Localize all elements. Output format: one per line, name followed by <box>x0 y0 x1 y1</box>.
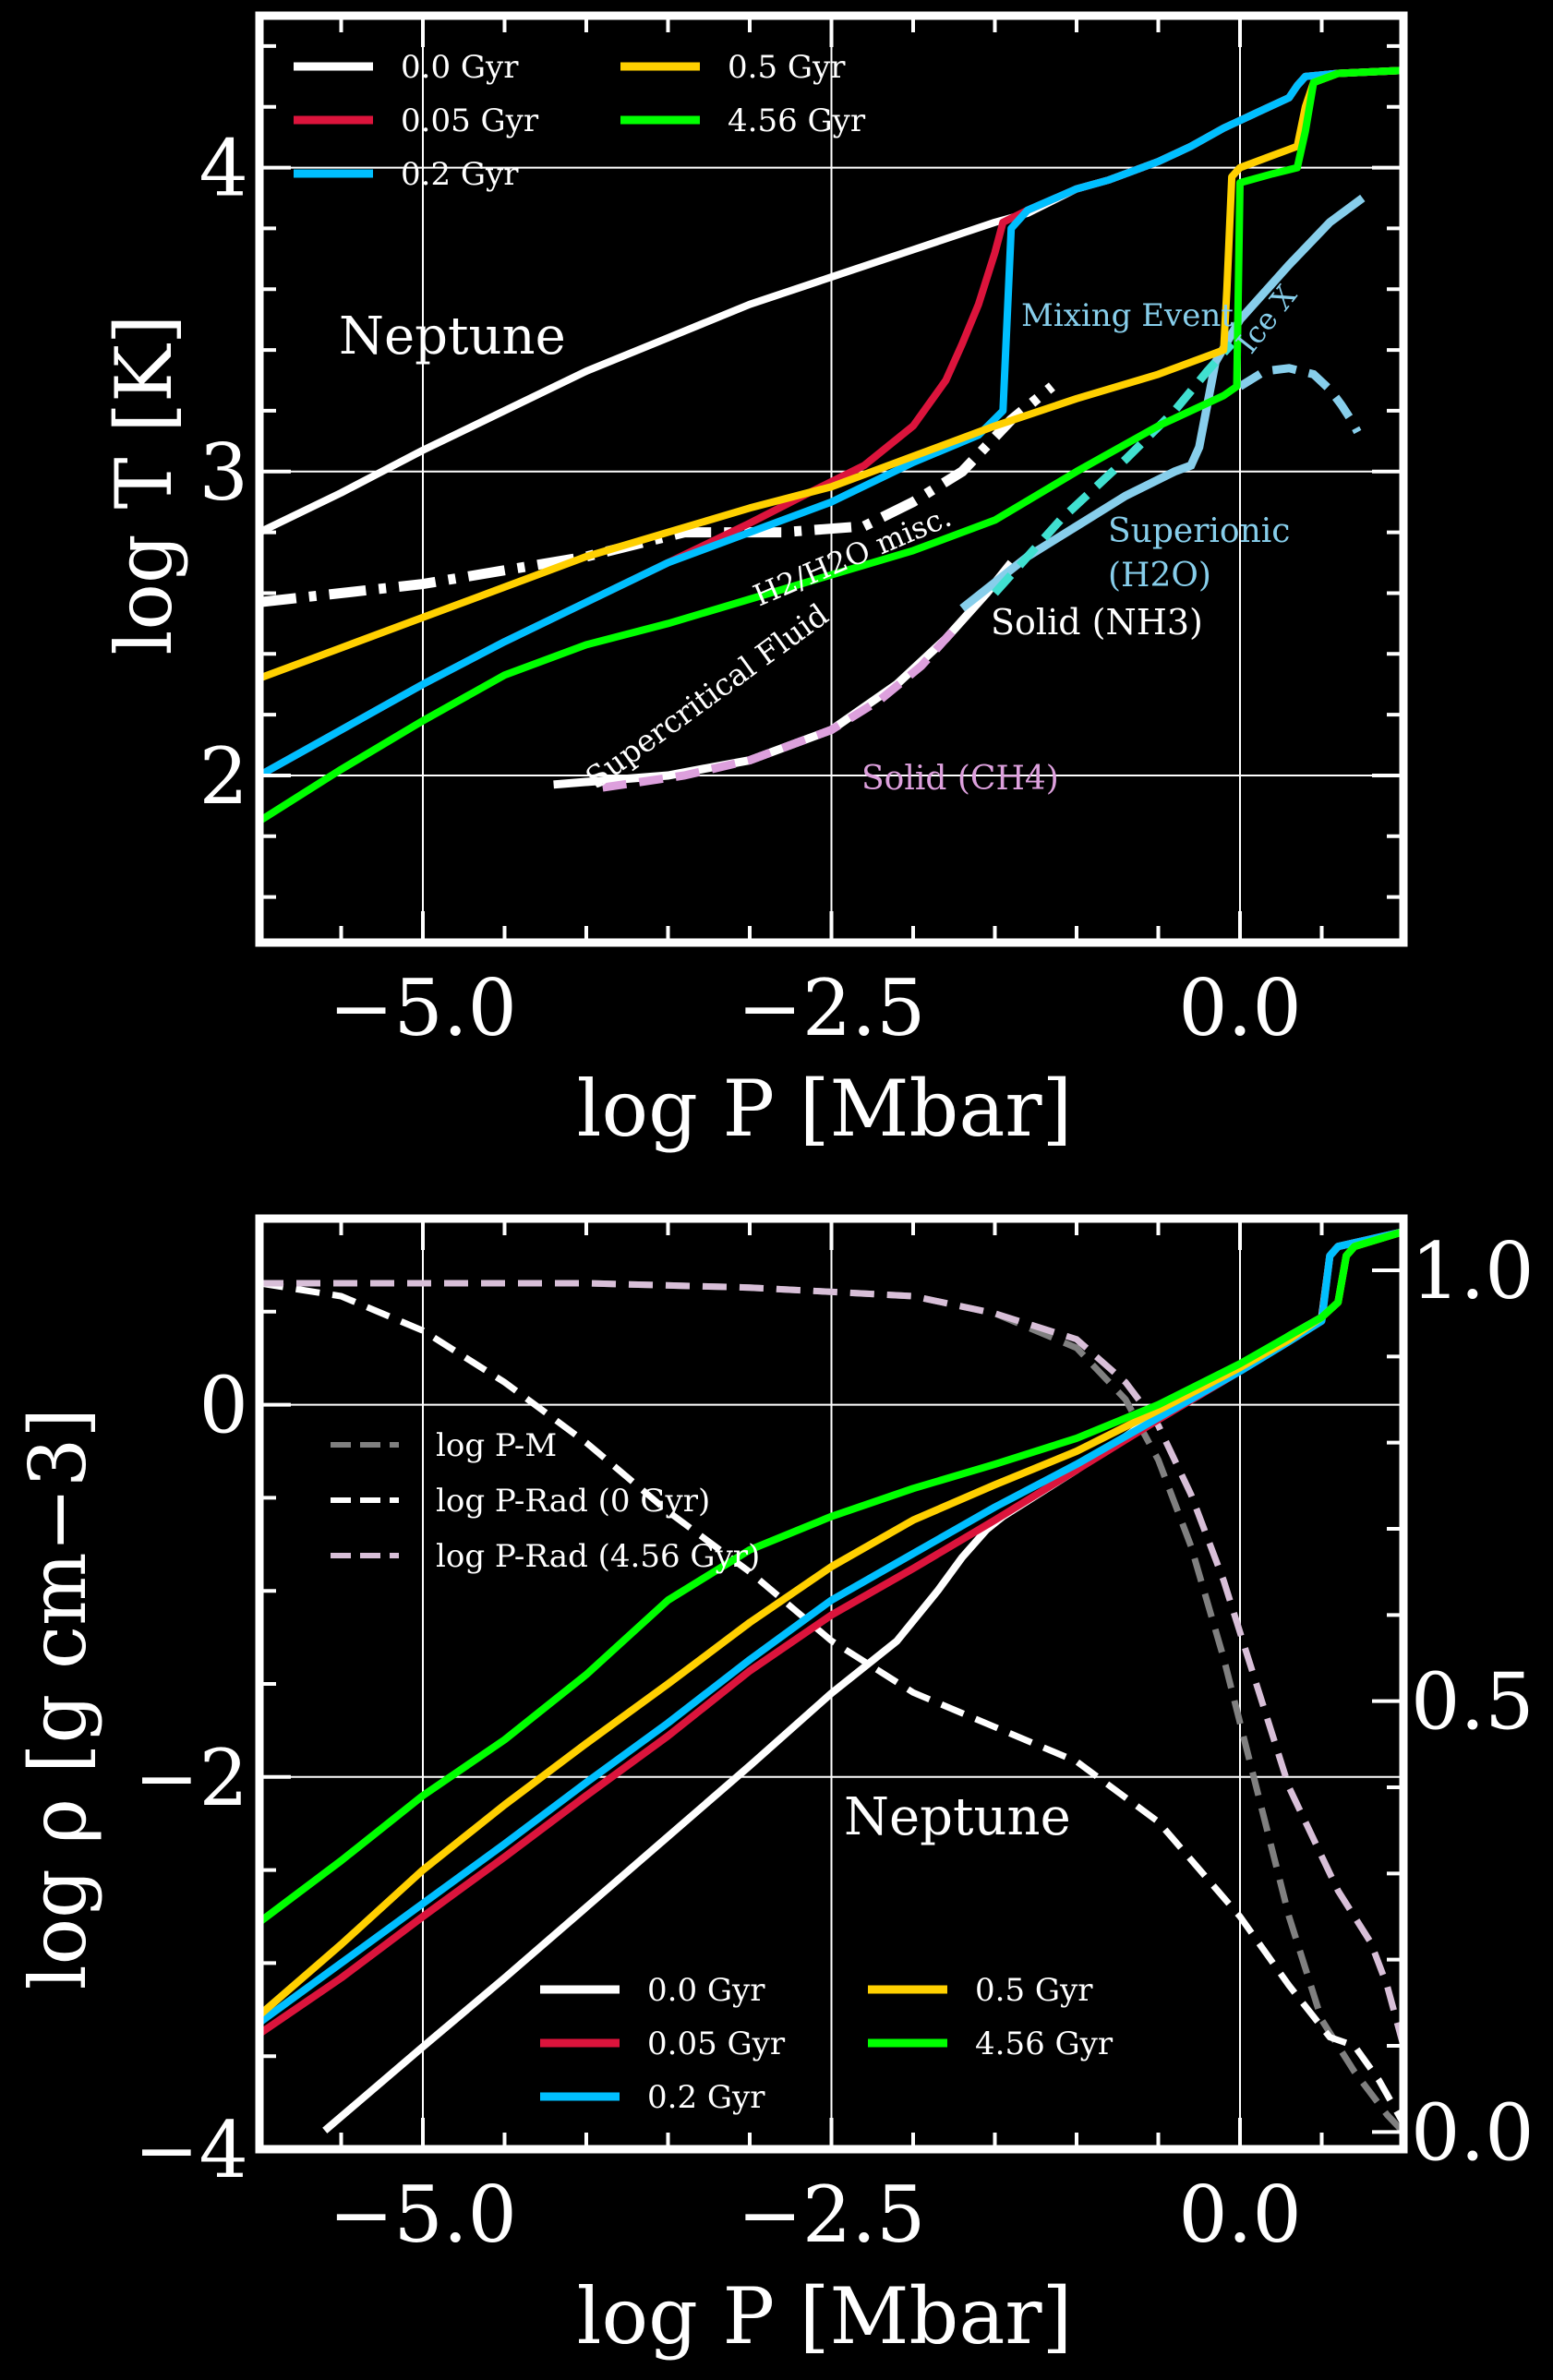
top-xtick-label: −5.0 <box>329 963 517 1053</box>
bottom-ylabel: log ρ [g cm−3] <box>13 1408 103 1990</box>
bottom-series-0-2-gyr <box>259 1228 1403 2026</box>
bottom-legend: 0.0 Gyr 0.05 Gyr 0.2 Gyr 0.5 Gyr 4.56 Gyr <box>540 1972 1114 2116</box>
bottom-secondary-series <box>259 1280 1403 2134</box>
bottom-legend-label: 0.5 Gyr <box>975 1972 1093 2009</box>
solid-nh3-label: Solid (NH3) <box>991 602 1203 643</box>
bottom-legend-label: 0.05 Gyr <box>647 2025 786 2062</box>
bottom-legend-secondary: log P-M log P-Rad (0 Gyr) log P-Rad (4.56 … <box>331 1427 760 1575</box>
bottom-ytick-label: −4 <box>134 2105 248 2195</box>
bottom-xtick-label: −5.0 <box>329 2170 517 2260</box>
ref-solid-nh3-boundary <box>992 341 1235 596</box>
top-legend: 0.0 Gyr 0.05 Gyr 0.2 Gyr 0.5 Gyr 4.56 Gyr <box>294 49 866 193</box>
top-ytick-label: 4 <box>199 124 248 214</box>
bottom-xlabel: log P [Mbar] <box>577 2271 1073 2362</box>
top-legend-label: 0.2 Gyr <box>401 156 519 193</box>
top-phase-boundaries <box>259 194 1366 792</box>
superionic-h2o-label: (H2O) <box>1108 557 1211 595</box>
ref-superionic-h2o <box>959 194 1366 612</box>
bottom-neptune-label: Neptune <box>844 1787 1071 1847</box>
bottom-tick-labels: −5.0 −2.5 0.0 −4 −2 0 0.0 0.5 1.0 <box>134 1226 1534 2260</box>
bottom-secondary-log-p-rad-0-gyr <box>259 1280 1403 2125</box>
mixing-event-label: Mixing Event <box>1021 297 1234 334</box>
top-plot-frame <box>255 11 1408 947</box>
top-series <box>259 66 1403 824</box>
top-series-4-56-gyr <box>259 66 1403 824</box>
bottom-y2tick-label: 1.0 <box>1411 1226 1535 1316</box>
top-series-0-2-gyr <box>259 66 1403 779</box>
bottom-legend-secondary-label: log P-M <box>436 1427 557 1464</box>
bottom-legend-label: 0.2 Gyr <box>647 2079 765 2116</box>
bottom-xtick-label: 0.0 <box>1178 2170 1302 2260</box>
bottom-series-4-56-gyr <box>259 1228 1403 1926</box>
ref-solid-ch4 <box>602 626 957 792</box>
top-xtick-label: 0.0 <box>1178 963 1302 1053</box>
top-legend-label: 0.0 Gyr <box>401 49 519 86</box>
bottom-y2tick-label: 0.0 <box>1411 2087 1535 2178</box>
top-xtick-label: −2.5 <box>738 963 926 1053</box>
top-ytick-label: 2 <box>199 731 248 822</box>
top-ytick-label: 3 <box>199 427 248 518</box>
bottom-legend-secondary-label: log P-Rad (4.56 Gyr) <box>436 1538 760 1575</box>
solid-ch4-label: Solid (CH4) <box>861 760 1059 798</box>
top-tick-labels: −5.0 −2.5 0.0 2 3 4 <box>199 124 1302 1053</box>
bottom-legend-label: 0.0 Gyr <box>647 1972 765 2009</box>
top-xlabel: log P [Mbar] <box>577 1064 1073 1154</box>
superionic-label: Superionic <box>1108 512 1290 550</box>
top-neptune-label: Neptune <box>339 307 566 367</box>
top-ylabel: log T [K] <box>99 315 189 655</box>
top-legend-label: 0.05 Gyr <box>401 102 539 139</box>
bottom-panel: −5.0 −2.5 0.0 −4 −2 0 0.0 0.5 1.0 Neptune log P-… <box>13 1214 1535 2362</box>
bottom-legend-label: 4.56 Gyr <box>975 2025 1114 2062</box>
bottom-ytick-label: 0 <box>199 1361 248 1451</box>
ref-ice-x <box>1237 364 1362 435</box>
ref-h2-h2o-misc <box>259 382 1055 607</box>
bottom-ytick-label: −2 <box>134 1733 248 1823</box>
top-series-0-5-gyr <box>259 66 1403 682</box>
top-legend-label: 0.5 Gyr <box>728 49 846 86</box>
bottom-secondary-log-p-rad-4-56-gyr <box>259 1280 1403 2047</box>
bottom-series <box>259 1228 1403 2134</box>
bottom-plot-frame <box>255 1214 1408 2154</box>
top-legend-label: 4.56 Gyr <box>728 102 866 139</box>
bottom-y2tick-label: 0.5 <box>1411 1657 1535 1748</box>
bottom-xtick-label: −2.5 <box>738 2170 926 2260</box>
bottom-legend-secondary-label: log P-Rad (0 Gyr) <box>436 1483 710 1520</box>
